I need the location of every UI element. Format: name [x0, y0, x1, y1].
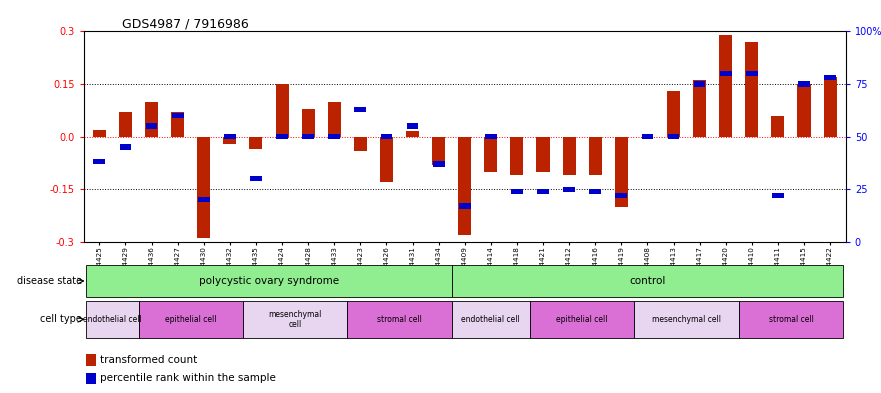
Bar: [458, 136, 471, 235]
Bar: [93, 159, 105, 164]
Text: disease state: disease state: [17, 276, 82, 286]
Bar: [243, 301, 347, 338]
Bar: [693, 81, 706, 86]
Bar: [86, 354, 96, 366]
Bar: [433, 161, 445, 167]
Bar: [347, 301, 452, 338]
Bar: [302, 134, 314, 139]
Text: stromal cell: stromal cell: [377, 315, 422, 324]
Text: stromal cell: stromal cell: [768, 315, 813, 324]
Bar: [537, 189, 549, 194]
Bar: [407, 123, 418, 129]
Bar: [145, 101, 158, 136]
Bar: [452, 301, 530, 338]
Bar: [485, 136, 498, 172]
Bar: [276, 84, 289, 136]
Bar: [739, 301, 843, 338]
Bar: [530, 301, 634, 338]
Bar: [197, 136, 211, 238]
Bar: [328, 101, 341, 136]
Bar: [86, 265, 452, 297]
Bar: [772, 116, 784, 136]
Bar: [329, 134, 340, 139]
Bar: [746, 71, 758, 76]
Bar: [452, 265, 843, 297]
Text: epithelial cell: epithelial cell: [557, 315, 608, 324]
Text: transformed count: transformed count: [100, 355, 197, 365]
Bar: [406, 131, 419, 136]
Bar: [301, 108, 315, 136]
Bar: [171, 112, 184, 136]
Bar: [616, 193, 627, 198]
Bar: [138, 301, 243, 338]
Bar: [797, 84, 811, 136]
Bar: [641, 134, 654, 139]
Bar: [798, 81, 810, 86]
Bar: [668, 134, 679, 139]
Bar: [381, 134, 392, 139]
Text: GDS4987 / 7916986: GDS4987 / 7916986: [122, 17, 248, 30]
Bar: [824, 77, 837, 136]
Bar: [589, 136, 602, 175]
Bar: [485, 134, 497, 139]
Bar: [745, 42, 759, 136]
Bar: [537, 136, 550, 172]
Bar: [563, 187, 575, 192]
Bar: [250, 176, 262, 181]
Bar: [563, 136, 575, 175]
Text: epithelial cell: epithelial cell: [165, 315, 217, 324]
Bar: [634, 301, 739, 338]
Bar: [198, 197, 210, 202]
Bar: [720, 71, 731, 76]
Bar: [276, 134, 288, 139]
Text: endothelial cell: endothelial cell: [462, 315, 520, 324]
Bar: [432, 136, 445, 165]
Bar: [120, 145, 131, 150]
Text: control: control: [629, 276, 666, 286]
Text: endothelial cell: endothelial cell: [83, 315, 142, 324]
Text: polycystic ovary syndrome: polycystic ovary syndrome: [199, 276, 339, 286]
Bar: [86, 301, 138, 338]
Bar: [223, 136, 236, 143]
Bar: [825, 75, 836, 80]
Bar: [224, 134, 236, 139]
Text: mesenchymal cell: mesenchymal cell: [652, 315, 721, 324]
Bar: [510, 136, 523, 175]
Text: mesenchymal
cell: mesenchymal cell: [269, 310, 322, 329]
Bar: [615, 136, 628, 207]
Bar: [172, 113, 183, 118]
Bar: [511, 189, 522, 194]
Bar: [459, 203, 470, 209]
Bar: [589, 189, 601, 194]
Bar: [719, 35, 732, 136]
Bar: [693, 81, 707, 136]
Text: cell type: cell type: [40, 314, 82, 324]
Bar: [354, 136, 366, 151]
Bar: [249, 136, 263, 149]
Bar: [119, 112, 132, 136]
Bar: [86, 373, 96, 384]
Bar: [667, 91, 680, 136]
Bar: [772, 193, 784, 198]
Bar: [93, 130, 106, 136]
Text: percentile rank within the sample: percentile rank within the sample: [100, 373, 277, 384]
Bar: [354, 107, 366, 112]
Bar: [145, 123, 158, 129]
Bar: [380, 136, 393, 182]
